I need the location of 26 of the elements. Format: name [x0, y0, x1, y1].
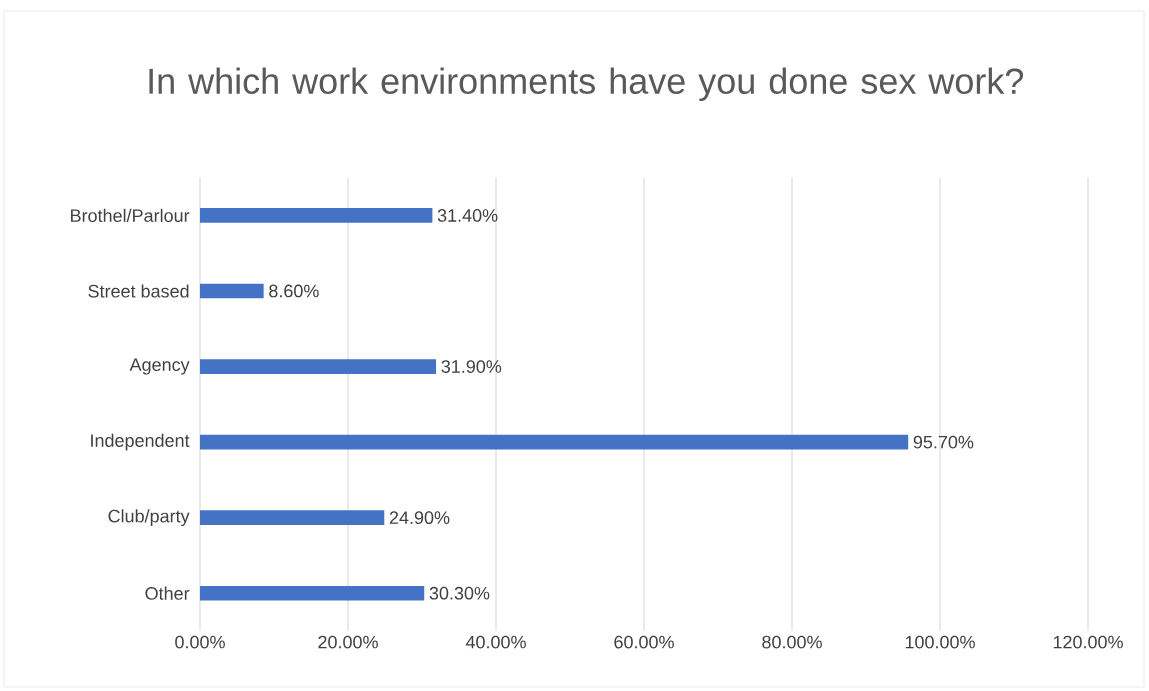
bar	[200, 208, 433, 223]
y-tick-label: Agency	[129, 358, 190, 375]
y-tick-label: Independent	[91, 433, 190, 451]
x-tick-label: 20.00%	[318, 635, 378, 649]
x-tick-label: 60.00%	[614, 635, 674, 649]
data-label: 8.60%	[269, 284, 319, 298]
x-tick-label: 80.00%	[762, 635, 822, 649]
bar	[200, 510, 385, 525]
bar	[200, 434, 909, 450]
y-tick-label: Club/party	[108, 509, 190, 527]
x-tick-label: 100.00%	[905, 635, 975, 649]
bar	[200, 359, 437, 374]
x-tick-label: 40.00%	[465, 635, 526, 649]
x-tick-label: 0.00%	[175, 635, 225, 649]
y-tick-label: Brothel/Parlour	[71, 208, 190, 223]
data-label: 31.40%	[437, 209, 498, 222]
x-tick-label: 120.00%	[1053, 635, 1123, 649]
data-label: 24.90%	[389, 511, 450, 525]
y-tick-label: Other	[145, 586, 190, 600]
data-label: 95.70%	[913, 435, 974, 449]
bar	[200, 283, 264, 299]
chart-title: In which work environments have you done sex work?	[149, 67, 1024, 102]
bar	[200, 585, 425, 601]
data-label: 30.30%	[429, 586, 490, 600]
data-label: 31.90%	[441, 360, 502, 373]
y-tick-label: Street based	[88, 284, 189, 298]
